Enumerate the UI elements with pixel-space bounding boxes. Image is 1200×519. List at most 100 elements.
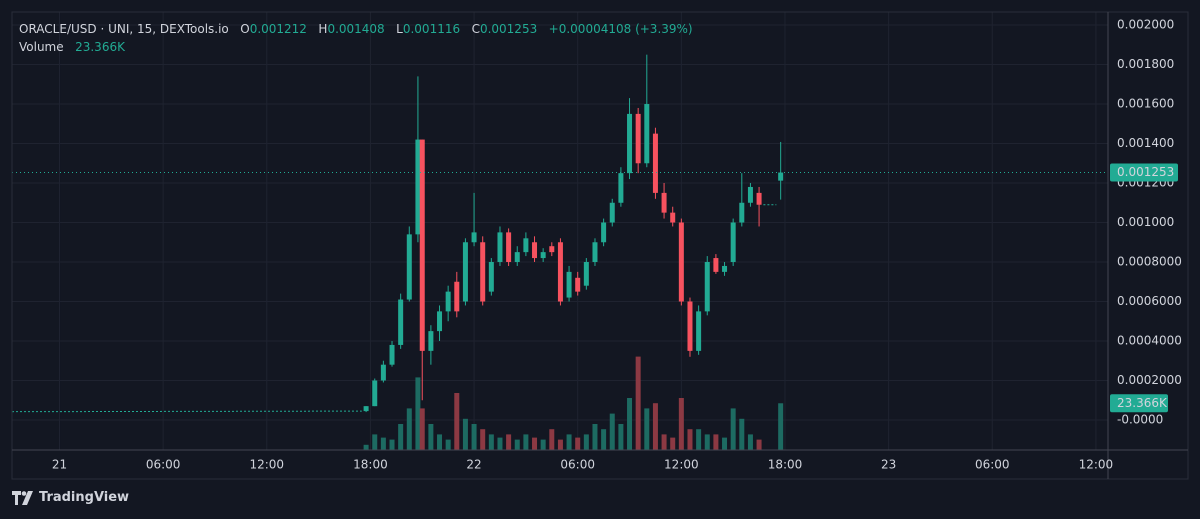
- volume-bar: [497, 437, 503, 450]
- y-tick-label: 0.002000: [1117, 18, 1174, 32]
- candle-body: [398, 299, 404, 345]
- last-price-badge: [1110, 163, 1178, 182]
- candle-body: [730, 222, 736, 263]
- y-tick-label: 0.0006000: [1117, 294, 1182, 308]
- volume-bar: [713, 434, 719, 450]
- y-tick-label: 0.001400: [1117, 136, 1174, 150]
- candle-body: [778, 172, 784, 181]
- legend: ORACLE/USD · UNI, 15, DEXTools.io O0.001…: [19, 20, 693, 56]
- candle-body: [747, 186, 753, 203]
- candle-body: [583, 262, 589, 286]
- candle-body: [575, 277, 581, 292]
- volume-bar: [454, 393, 460, 450]
- brand-logo: [12, 490, 33, 505]
- frame: [11, 11, 1189, 480]
- volume-bar: [747, 434, 753, 450]
- x-tick-label: 12:00: [1079, 458, 1114, 472]
- x-tick-label: 18:00: [768, 458, 803, 472]
- candle-body: [635, 113, 641, 164]
- volume-bar: [575, 437, 581, 450]
- volume-bar: [730, 408, 736, 450]
- low-value: 0.001116: [402, 22, 461, 36]
- volume-label: Volume: [19, 40, 64, 54]
- brand[interactable]: TradingView: [12, 490, 129, 505]
- candle-body: [756, 192, 762, 205]
- x-tick-label: 18:00: [353, 458, 388, 472]
- ohlc-row: ORACLE/USD · UNI, 15, DEXTools.io O0.001…: [19, 20, 693, 38]
- candle-body: [557, 242, 563, 302]
- low-label: L: [396, 22, 403, 36]
- candle-body: [488, 262, 494, 292]
- candle-body: [592, 242, 598, 263]
- volume-bar: [532, 437, 538, 450]
- volume-bar: [739, 418, 745, 450]
- x-tick-label: 12:00: [249, 458, 284, 472]
- volume-bar: [583, 434, 589, 450]
- close-label: C: [471, 22, 480, 36]
- x-tick-label: 06:00: [146, 458, 181, 472]
- volume-bar: [687, 429, 693, 450]
- candle-body: [704, 262, 710, 312]
- candle-body: [540, 252, 546, 259]
- close-value: 0.001253: [479, 22, 538, 36]
- volume-bar: [618, 424, 624, 450]
- last-volume-label: 23.366K: [1117, 396, 1168, 410]
- candle-body: [722, 265, 728, 272]
- volume-bar: [445, 439, 451, 450]
- volume-bar: [678, 398, 684, 450]
- y-tick-label: 0.001800: [1117, 57, 1174, 71]
- candle-body: [415, 139, 421, 235]
- candle-body: [627, 113, 633, 174]
- candle-body: [549, 246, 555, 253]
- change: +0.00004108 (+3.39%): [548, 22, 693, 36]
- y-tick-label: 0.0004000: [1117, 333, 1182, 347]
- volume-bar: [363, 444, 369, 450]
- open-value: 0.001212: [249, 22, 307, 36]
- volume-bar: [471, 424, 477, 450]
- y-tick-label: 0.0002000: [1117, 373, 1182, 387]
- volume-bar: [488, 434, 494, 450]
- candle-body: [652, 133, 658, 193]
- candle-body: [428, 331, 434, 351]
- volume-bar: [398, 424, 404, 450]
- candle-body: [363, 406, 369, 412]
- candle-body: [739, 202, 745, 223]
- candle-body: [523, 238, 529, 253]
- y-tick-label: 0.001000: [1117, 215, 1174, 229]
- volume-bar: [635, 356, 641, 450]
- candle-body: [389, 344, 395, 365]
- x-tick-label: 23: [881, 458, 896, 472]
- high-value: 0.001408: [327, 22, 385, 36]
- candle-body: [678, 222, 684, 302]
- volume-bar: [756, 439, 762, 450]
- x-tick-label: 12:00: [664, 458, 699, 472]
- x-tick-label: 06:00: [975, 458, 1010, 472]
- y-tick-label: 0.001600: [1117, 97, 1174, 111]
- axes: -0.0000 0.0002000 0.0004000 0.0006000 0.0008…: [11, 11, 1189, 480]
- high-label: H: [318, 22, 328, 36]
- volume-bar: [428, 424, 434, 450]
- candle-body: [406, 234, 412, 300]
- volume-bar: [670, 437, 676, 450]
- volume-bar: [778, 403, 784, 450]
- candle-body: [372, 380, 378, 407]
- y-tick-label: -0.0000: [1117, 412, 1163, 426]
- volume-bar: [652, 403, 658, 450]
- candle-body: [437, 311, 443, 332]
- volume-bar: [437, 434, 443, 450]
- volume-bar: [406, 408, 412, 450]
- volume-bar: [627, 398, 633, 450]
- volume-bar: [480, 429, 486, 450]
- candle-body: [471, 232, 477, 243]
- volume-bar: [523, 434, 529, 450]
- volume-bar: [566, 434, 572, 450]
- candle-body: [601, 222, 607, 243]
- volume-bar: [549, 429, 555, 450]
- candle-body: [566, 271, 572, 298]
- candle-body: [713, 258, 719, 272]
- candle-body: [618, 173, 624, 203]
- volume-bar: [592, 424, 598, 450]
- candle-body: [480, 242, 486, 302]
